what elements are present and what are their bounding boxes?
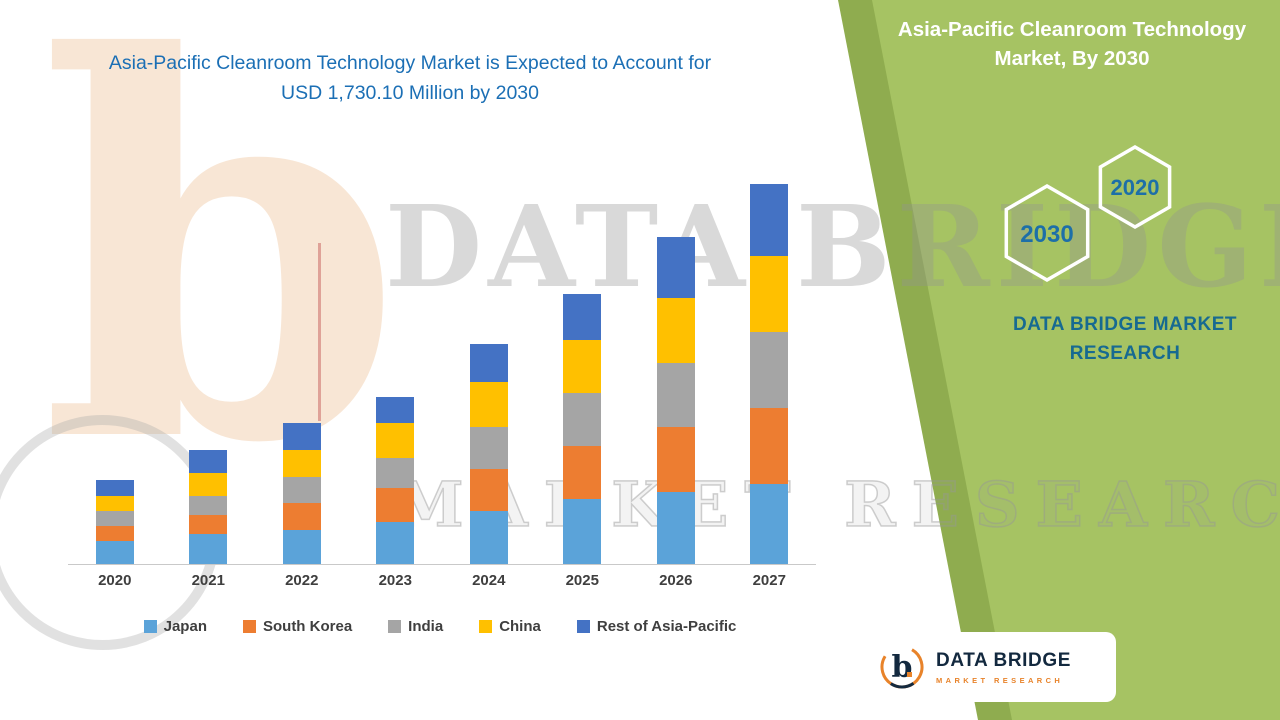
bar-segment-china-2027: [750, 256, 789, 333]
bar-segment-china-2020: [95, 495, 134, 511]
bar-group-2024: [442, 165, 536, 564]
bar-segment-japan-2023: [376, 522, 415, 564]
bar-segment-japan-2024: [469, 510, 508, 564]
bar-segment-south-korea-2020: [95, 526, 134, 542]
bar-segment-rest-of-asia-pacific-2023: [376, 396, 415, 424]
bar-segment-rest-of-asia-pacific-2024: [469, 343, 508, 382]
bar-group-2020: [68, 165, 162, 564]
bar-segment-south-korea-2022: [282, 503, 321, 530]
plot-area: [68, 165, 816, 565]
legend-item-south-korea: South Korea: [242, 618, 353, 635]
logo-sub-text: MARKET RESEARCH: [936, 675, 1064, 685]
legend-item-india: India: [388, 618, 443, 635]
bar-stack-2025: [563, 165, 602, 564]
legend-swatch-south-korea: [242, 620, 256, 633]
bar-segment-rest-of-asia-pacific-2027: [750, 184, 789, 257]
bar-segment-south-korea-2024: [469, 469, 508, 511]
legend-label-rest-of-asia-pacific: Rest of Asia-Pacific: [596, 618, 737, 635]
bar-segment-china-2021: [189, 472, 228, 496]
bar-segment-japan-2020: [95, 541, 134, 564]
bar-stack-2023: [376, 165, 415, 564]
bar-segment-india-2024: [469, 427, 508, 470]
bar-segment-rest-of-asia-pacific-2020: [95, 480, 134, 496]
bar-stack-2021: [189, 165, 228, 564]
legend-swatch-rest-of-asia-pacific: [576, 620, 590, 633]
x-tick-label-2024: 2024: [472, 572, 506, 589]
logo-card: b DATA BRIDGE MARKET RESEARCH: [866, 632, 1116, 702]
hexagon-2020-label: 2020: [1111, 175, 1160, 200]
hexagon-2030-label: 2030: [1020, 221, 1073, 248]
legend-swatch-china: [479, 620, 493, 633]
bar-segment-china-2025: [563, 339, 602, 394]
hexagon-2020-outline: [1098, 145, 1172, 230]
bar-stack-2027: [750, 165, 789, 564]
bar-segment-india-2021: [189, 495, 228, 515]
data-bridge-logo-icon: b: [880, 645, 924, 689]
bar-segment-japan-2027: [750, 484, 789, 564]
bar-segment-india-2027: [750, 332, 789, 409]
bar-segment-south-korea-2021: [189, 514, 228, 534]
legend-label-india: India: [408, 618, 444, 635]
legend-label-china: China: [499, 618, 541, 635]
bar-group-2027: [723, 165, 817, 564]
logo-text-block: DATA BRIDGE MARKET RESEARCH: [936, 650, 1071, 685]
bar-segment-south-korea-2023: [376, 488, 415, 523]
bar-segment-south-korea-2026: [656, 427, 695, 492]
legend-swatch-japan: [143, 620, 157, 633]
bar-segment-rest-of-asia-pacific-2022: [282, 423, 321, 451]
bar-stack-2022: [282, 165, 321, 564]
bar-group-2026: [629, 165, 723, 564]
bar-segment-rest-of-asia-pacific-2021: [189, 450, 228, 473]
bar-stack-2020: [95, 165, 134, 564]
bar-segment-china-2026: [656, 298, 695, 363]
logo-letter: b: [892, 650, 913, 685]
x-tick-label-2025: 2025: [565, 572, 599, 589]
bar-segment-japan-2025: [563, 499, 602, 564]
bar-segment-china-2024: [469, 381, 508, 428]
legend: Japan South Korea India China Rest of Asia-P…: [60, 618, 820, 635]
bar-segment-india-2020: [95, 510, 134, 527]
legend-item-china: China: [479, 618, 541, 635]
bar-segment-japan-2021: [189, 533, 228, 564]
bar-segment-japan-2022: [282, 529, 321, 564]
legend-item-rest-of-asia-pacific: Rest of Asia-Pacific: [576, 618, 737, 635]
bar-group-2023: [349, 165, 443, 564]
x-tick-label-2027: 2027: [752, 572, 786, 589]
bar-group-2022: [255, 165, 349, 564]
bar-segment-rest-of-asia-pacific-2025: [563, 294, 602, 340]
chart-title: Asia-Pacific Cleanroom Technology Market…: [108, 52, 712, 105]
legend-label-south-korea: South Korea: [262, 618, 353, 635]
bar-segment-india-2022: [282, 476, 321, 504]
bar-stack-2024: [469, 165, 508, 564]
hexagon-badges: 2020 2030: [1004, 145, 1172, 283]
hexagon-2030-outline: [1004, 183, 1090, 283]
bar-segment-india-2026: [656, 362, 695, 428]
bar-group-2021: [162, 165, 256, 564]
bar-segment-india-2025: [563, 393, 602, 447]
bar-stack-2026: [656, 165, 695, 564]
bar-segment-china-2022: [282, 450, 321, 477]
bar-segment-japan-2026: [656, 491, 695, 564]
x-tick-label-2026: 2026: [659, 572, 693, 589]
bar-segment-india-2023: [376, 457, 415, 489]
legend-item-japan: Japan: [143, 618, 207, 635]
bar-segment-south-korea-2025: [563, 446, 602, 500]
x-tick-label-2020: 2020: [98, 572, 132, 589]
logo-brand-text: DATA BRIDGE: [936, 649, 1072, 671]
bar-segment-rest-of-asia-pacific-2026: [656, 237, 695, 299]
x-axis-labels: 2020 2021 2022 2023 2024 2025 2026 2027: [68, 572, 816, 589]
legend-label-japan: Japan: [163, 618, 207, 635]
legend-swatch-india: [388, 620, 402, 633]
x-tick-label-2023: 2023: [378, 572, 412, 589]
side-panel-brand-text: DATA BRIDGE MARKET RESEARCH: [1013, 314, 1237, 365]
side-panel-heading: Asia-Pacific Cleanroom Technology Market…: [897, 18, 1247, 70]
bar-group-2025: [536, 165, 630, 564]
bar-segment-south-korea-2027: [750, 408, 789, 485]
bar-segment-china-2023: [376, 423, 415, 458]
x-tick-label-2021: 2021: [191, 572, 225, 589]
x-tick-label-2022: 2022: [285, 572, 319, 589]
